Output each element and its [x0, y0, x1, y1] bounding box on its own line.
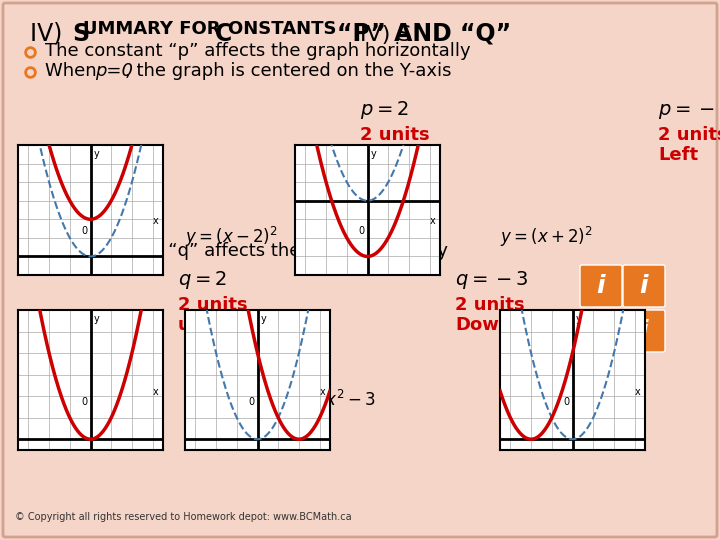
Text: UMMARY FOR: UMMARY FOR — [83, 20, 227, 38]
Text: 0: 0 — [81, 226, 88, 235]
Text: S: S — [72, 22, 89, 46]
Text: i: i — [597, 274, 606, 298]
Text: ONSTANTS: ONSTANTS — [228, 20, 343, 38]
Text: 0: 0 — [248, 397, 255, 407]
FancyBboxPatch shape — [623, 265, 665, 307]
Text: $q = -3$: $q = -3$ — [455, 269, 528, 291]
Text: i: i — [597, 319, 606, 343]
Text: p=0: p=0 — [95, 62, 133, 80]
Text: 2 units
Left: 2 units Left — [658, 126, 720, 164]
Text: 2 units
Right: 2 units Right — [360, 126, 430, 164]
Text: $y = x^2$: $y = x^2$ — [18, 225, 68, 249]
Text: x: x — [320, 387, 325, 397]
Text: IV): IV) — [30, 22, 70, 46]
Text: x: x — [153, 215, 158, 226]
Text: $y = (x-2)^2$: $y = (x-2)^2$ — [185, 225, 278, 249]
FancyBboxPatch shape — [623, 310, 665, 352]
FancyBboxPatch shape — [580, 265, 622, 307]
Text: When: When — [45, 62, 102, 80]
Text: $y = (x+2)^2$: $y = (x+2)^2$ — [500, 225, 593, 249]
Text: The constant “p” affects the graph horizontally: The constant “p” affects the graph horiz… — [45, 42, 471, 60]
Text: IV) S: IV) S — [360, 25, 412, 45]
Text: $y = x^2 + 2$: $y = x^2 + 2$ — [18, 388, 99, 412]
Text: y: y — [94, 314, 99, 324]
Text: x: x — [635, 387, 641, 397]
Text: y: y — [575, 314, 581, 324]
Text: x: x — [153, 387, 158, 397]
Text: $p = -2$: $p = -2$ — [658, 99, 720, 121]
Text: y: y — [94, 149, 99, 159]
Text: 0: 0 — [564, 397, 570, 407]
Text: $y = x^2 - 3$: $y = x^2 - 3$ — [295, 388, 376, 412]
Text: 2 units
up: 2 units up — [178, 295, 248, 334]
Text: i: i — [639, 319, 648, 343]
Text: “P” AND “Q”: “P” AND “Q” — [337, 22, 511, 46]
Text: The constant “q” affects the graph vertically: The constant “q” affects the graph verti… — [45, 242, 448, 260]
Text: $q = 2$: $q = 2$ — [178, 269, 227, 291]
Text: © Copyright all rights reserved to Homework depot: www.BCMath.ca: © Copyright all rights reserved to Homew… — [15, 512, 351, 522]
Text: x: x — [430, 215, 436, 226]
Text: 2 units
Down: 2 units Down — [455, 295, 525, 334]
Text: 0: 0 — [81, 397, 88, 407]
Text: i: i — [639, 274, 648, 298]
FancyBboxPatch shape — [3, 3, 717, 537]
Text: y: y — [370, 149, 376, 159]
Text: $p = 2$: $p = 2$ — [360, 99, 409, 121]
FancyBboxPatch shape — [580, 310, 622, 352]
Text: y: y — [261, 314, 266, 324]
Text: 0: 0 — [359, 226, 364, 235]
Text: , the graph is centered on the Y-axis: , the graph is centered on the Y-axis — [125, 62, 451, 80]
Text: Interactive
Applet: Interactive Applet — [570, 365, 636, 393]
Text: C: C — [215, 22, 233, 46]
